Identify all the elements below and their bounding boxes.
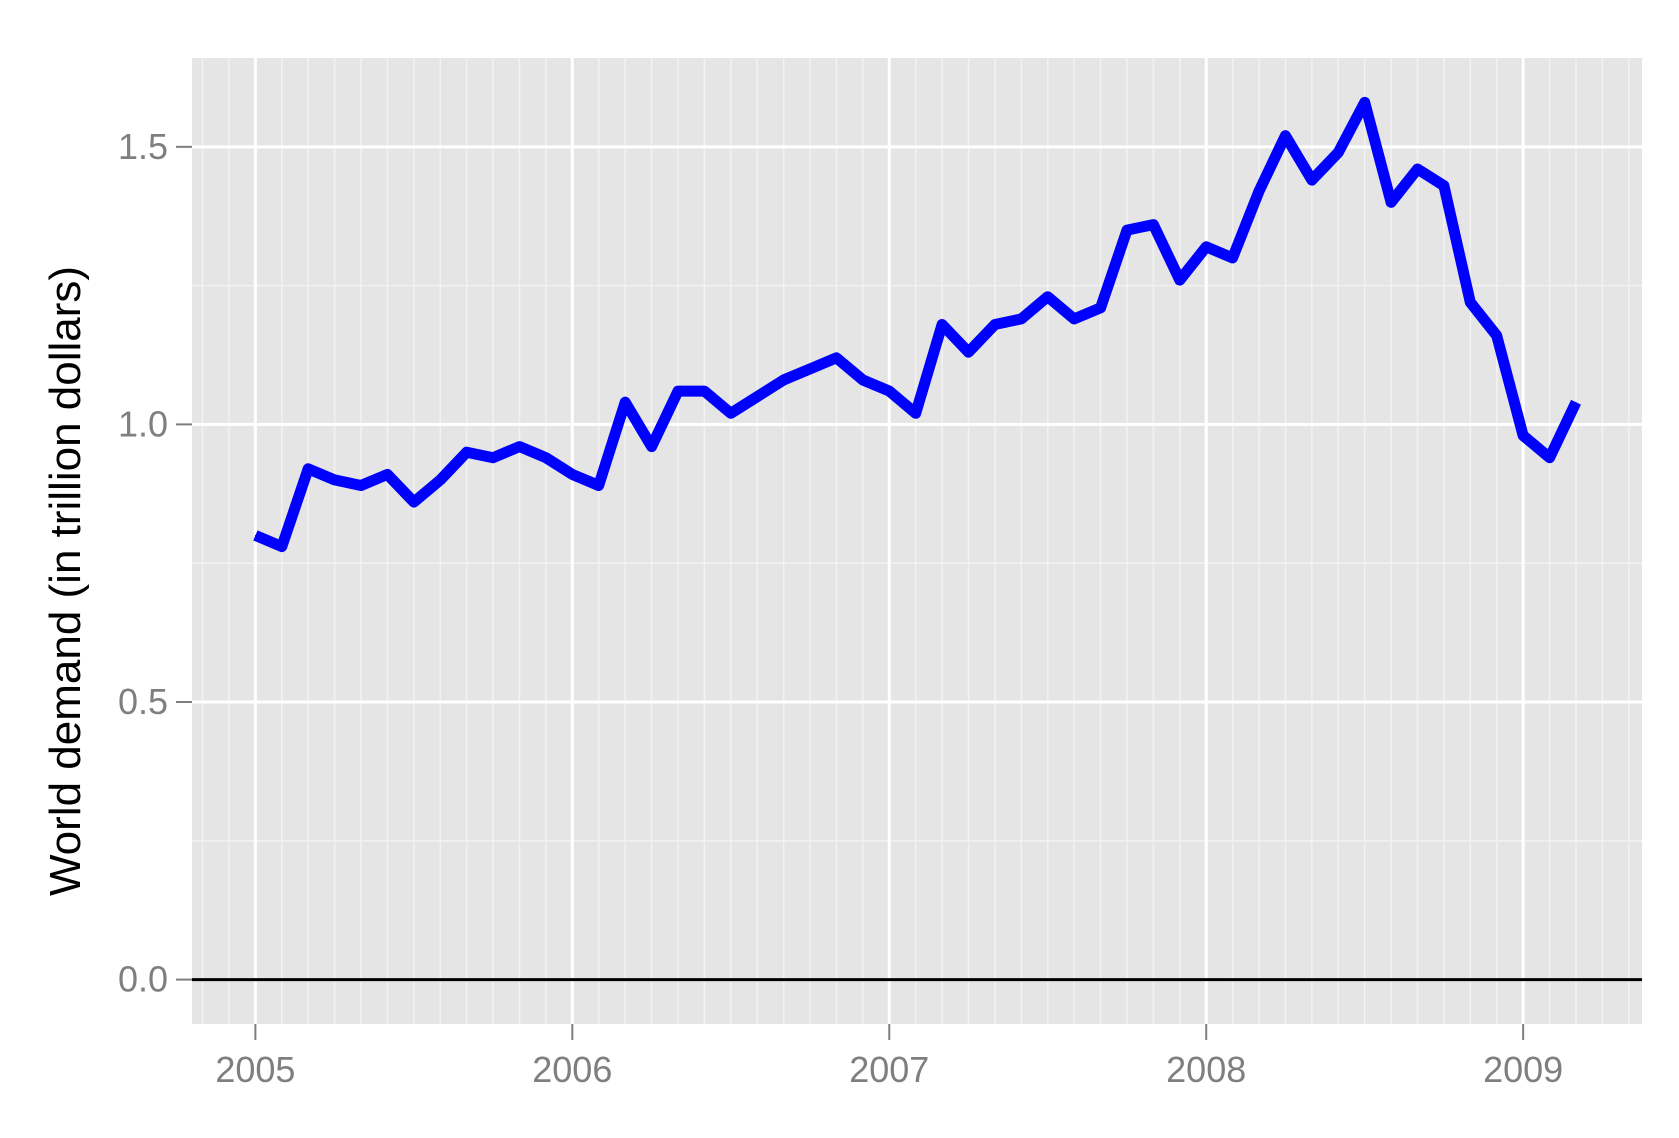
minor-vertical-gridlines bbox=[201, 58, 1630, 1024]
data-point bbox=[1073, 318, 1075, 320]
data-point bbox=[598, 484, 600, 486]
data-point bbox=[307, 468, 309, 470]
data-point bbox=[1152, 224, 1154, 226]
plot-panel bbox=[192, 58, 1642, 1024]
data-point bbox=[254, 534, 256, 536]
data-point bbox=[386, 473, 388, 475]
data-point bbox=[1205, 246, 1207, 248]
x-tick-label: 2005 bbox=[215, 1049, 295, 1090]
data-point bbox=[624, 401, 626, 403]
data-point bbox=[1311, 179, 1313, 181]
data-point bbox=[862, 379, 864, 381]
data-point bbox=[1496, 335, 1498, 337]
data-point bbox=[915, 412, 917, 414]
data-point bbox=[1469, 301, 1471, 303]
data-point bbox=[1284, 135, 1286, 137]
y-tick-label: 1.0 bbox=[118, 403, 168, 444]
data-point bbox=[1232, 257, 1234, 259]
data-point bbox=[466, 451, 468, 453]
data-point bbox=[1100, 307, 1102, 309]
data-point bbox=[1443, 185, 1445, 187]
data-point bbox=[1390, 201, 1392, 203]
x-tick-label: 2006 bbox=[532, 1049, 612, 1090]
data-point bbox=[545, 457, 547, 459]
y-axis-title: World demand (in trillion dollars) bbox=[41, 266, 90, 896]
data-point bbox=[968, 351, 970, 353]
data-point bbox=[1522, 435, 1524, 437]
data-point bbox=[519, 446, 521, 448]
data-point bbox=[1020, 318, 1022, 320]
data-point bbox=[677, 390, 679, 392]
data-point bbox=[492, 457, 494, 459]
x-axis-ticks: 2005 2006 2007 2008 2009 bbox=[215, 1024, 1563, 1090]
y-tick-label: 0.0 bbox=[118, 959, 168, 1000]
data-point bbox=[809, 368, 811, 370]
x-tick-label: 2007 bbox=[849, 1049, 929, 1090]
data-point bbox=[941, 323, 943, 325]
data-point bbox=[1047, 296, 1049, 298]
data-point bbox=[360, 484, 362, 486]
data-point bbox=[1364, 101, 1366, 103]
data-point bbox=[281, 546, 283, 548]
data-point bbox=[994, 323, 996, 325]
data-point bbox=[1126, 229, 1128, 231]
data-point bbox=[1549, 457, 1551, 459]
data-point bbox=[1417, 168, 1419, 170]
data-point bbox=[651, 446, 653, 448]
series-points bbox=[254, 101, 1577, 548]
data-point bbox=[730, 412, 732, 414]
data-point bbox=[413, 501, 415, 503]
data-point bbox=[835, 357, 837, 359]
data-point bbox=[334, 479, 336, 481]
data-point bbox=[439, 479, 441, 481]
data-point bbox=[1337, 151, 1339, 153]
y-tick-label: 1.5 bbox=[118, 126, 168, 167]
data-point bbox=[888, 390, 890, 392]
minor-horizontal-gridlines bbox=[192, 284, 1642, 842]
data-point bbox=[571, 473, 573, 475]
x-tick-label: 2009 bbox=[1483, 1049, 1563, 1090]
data-point bbox=[1179, 279, 1181, 281]
data-point bbox=[756, 396, 758, 398]
data-point bbox=[1575, 401, 1577, 403]
y-axis-ticks: 0.0 0.5 1.0 1.5 bbox=[118, 126, 192, 1000]
data-point bbox=[1258, 190, 1260, 192]
data-point bbox=[703, 390, 705, 392]
x-tick-label: 2008 bbox=[1166, 1049, 1246, 1090]
y-tick-label: 0.5 bbox=[118, 681, 168, 722]
data-point bbox=[783, 379, 785, 381]
